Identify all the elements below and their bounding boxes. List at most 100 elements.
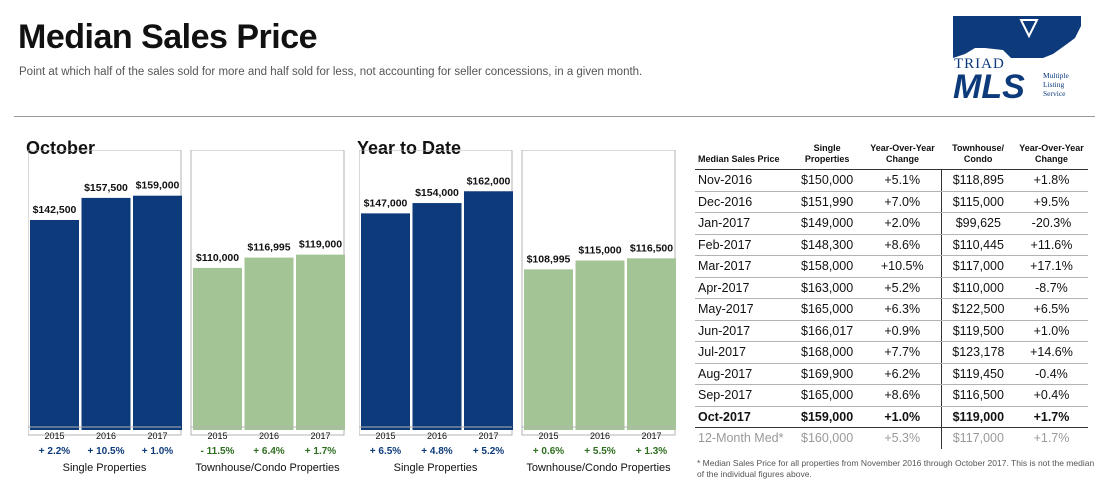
- table-cell: $110,000: [940, 277, 1015, 299]
- group-label: Townhouse/Condo Properties: [195, 462, 340, 474]
- year-tick-label: 2017: [310, 431, 330, 441]
- table-header-cell: Median Sales Price: [695, 143, 791, 170]
- table-cell: Nov-2016: [695, 169, 791, 192]
- logo-triad-text: TRIAD: [954, 56, 1005, 72]
- table-row: Oct-2017 $159,000 +1.0% $119,000 +1.7%: [695, 406, 1088, 428]
- header-divider: [14, 116, 1095, 117]
- bar: [30, 220, 79, 430]
- table-cell: $163,000: [790, 277, 864, 299]
- bar-value-label: $154,000: [415, 187, 459, 199]
- table-cell: +2.0%: [863, 212, 942, 235]
- year-tick-label: 2015: [375, 431, 395, 441]
- table-cell: Mar-2017: [695, 255, 791, 278]
- bar: [296, 254, 345, 430]
- bar-value-label: $110,000: [196, 252, 239, 264]
- year-tick-label: 2015: [44, 431, 64, 441]
- page-title: Median Sales Price: [18, 18, 318, 56]
- table-cell: $159,000: [790, 406, 864, 428]
- table-cell: $116,500: [940, 384, 1015, 407]
- table-cell: $148,300: [790, 234, 864, 256]
- year-tick-label: 2016: [259, 431, 279, 441]
- table-cell: +8.6%: [863, 384, 942, 407]
- table-cell: +1.8%: [1014, 169, 1088, 192]
- change-label: + 6.5%: [370, 446, 402, 457]
- change-label: + 0.6%: [533, 446, 565, 457]
- table-row: Sep-2017 $165,000 +8.6% $116,500 +0.4%: [695, 384, 1088, 407]
- bar: [627, 258, 676, 430]
- table-cell: -8.7%: [1014, 277, 1088, 299]
- table-cell: +17.1%: [1014, 255, 1088, 278]
- october-chart: $142,500 2015 + 2.2% $157,500 2016 + 10.5% $15…: [28, 150, 345, 474]
- table-header-cell: Year-Over-Year Change: [863, 143, 942, 170]
- page-subtitle: Point at which half of the sales sold fo…: [19, 66, 643, 78]
- table-cell: $115,000: [940, 191, 1015, 213]
- monthly-median-table: Median Sales Price Single Properties Year-…: [695, 143, 1088, 449]
- table-cell: +10.5%: [863, 255, 942, 278]
- bar-value-label: $115,000: [578, 245, 621, 257]
- table-cell: +1.7%: [1014, 406, 1088, 428]
- year-tick-label: 2016: [427, 431, 447, 441]
- bar-value-label: $157,500: [84, 182, 128, 194]
- bar-value-label: $116,995: [247, 242, 290, 254]
- table-cell: +1.0%: [1014, 320, 1088, 342]
- change-label: + 1.0%: [142, 446, 174, 457]
- group-label: Townhouse/Condo Properties: [526, 462, 671, 474]
- triad-mls-logo: TRIAD MLS Multiple Listing Service: [953, 16, 1081, 100]
- table-cell: +5.1%: [863, 169, 942, 192]
- table-cell: $119,500: [940, 320, 1015, 342]
- table-cell: Jul-2017: [695, 341, 791, 364]
- table-cell: Apr-2017: [695, 277, 791, 299]
- bar-value-label: $162,000: [467, 175, 511, 187]
- logo-mls-text: MLS: [953, 68, 1025, 100]
- table-cell: +0.9%: [863, 320, 942, 342]
- table-cell: May-2017: [695, 298, 791, 321]
- logo-line1-text: Multiple: [1043, 71, 1070, 80]
- table-cell: $169,900: [790, 363, 864, 385]
- table-cell: +9.5%: [1014, 191, 1088, 213]
- change-label: + 6.4%: [253, 446, 285, 457]
- bar: [193, 267, 242, 430]
- table-cell: 12-Month Med*: [698, 431, 784, 446]
- table-cell: $119,000: [940, 406, 1015, 428]
- table-cell: $149,000: [790, 212, 864, 235]
- table-cell: +1.7%: [1033, 431, 1070, 446]
- bar-value-label: $116,500: [630, 242, 673, 254]
- table-cell: +6.2%: [863, 363, 942, 385]
- north-carolina-shape: [953, 16, 1081, 58]
- table-row: Nov-2016 $150,000 +5.1% $118,895 +1.8%: [695, 169, 1088, 192]
- year-tick-label: 2017: [147, 431, 167, 441]
- table-cell: $123,178: [940, 341, 1015, 364]
- table-cell: $150,000: [790, 169, 864, 192]
- table-cell: $119,450: [940, 363, 1015, 385]
- table-cell: $99,625: [940, 212, 1015, 235]
- bar: [81, 197, 131, 430]
- table-cell: $165,000: [790, 384, 864, 407]
- group-label: Single Properties: [394, 462, 478, 474]
- table-cell: +7.0%: [863, 191, 942, 213]
- table-header-cell: Single Properties: [790, 143, 864, 170]
- table-cell: $165,000: [790, 298, 864, 321]
- table-row: 12-Month Med* $160,000 +5.3% $117,000 +1.7%: [695, 427, 1088, 449]
- bar: [244, 257, 294, 430]
- table-cell: $117,000: [940, 427, 1015, 449]
- october-chart-title: October: [26, 138, 96, 158]
- table-cell: $166,017: [790, 320, 864, 342]
- year-tick-label: 2015: [538, 431, 558, 441]
- table-cell: +8.6%: [863, 234, 942, 256]
- bar: [412, 203, 462, 430]
- bar-value-label: $159,000: [136, 180, 180, 192]
- change-label: + 4.8%: [421, 446, 453, 457]
- table-cell: +1.0%: [863, 406, 942, 428]
- bar: [133, 195, 182, 430]
- table-cell: Sep-2017: [695, 384, 791, 407]
- table-cell: Aug-2017: [695, 363, 791, 385]
- table-cell: +5.3%: [884, 431, 921, 446]
- change-label: + 5.5%: [584, 446, 616, 457]
- logo-line3-text: Service: [1043, 89, 1066, 98]
- logo-triangle-icon: [1019, 19, 1039, 39]
- table-cell: -20.3%: [1014, 212, 1088, 235]
- table-cell: +0.4%: [1014, 384, 1088, 407]
- ytd-chart: $147,000 2015 + 6.5% $154,000 2016 + 4.8% $162…: [359, 150, 676, 474]
- ytd-chart-title: Year to Date: [357, 138, 462, 158]
- table-row: Dec-2016 $151,990 +7.0% $115,000 +9.5%: [695, 191, 1088, 213]
